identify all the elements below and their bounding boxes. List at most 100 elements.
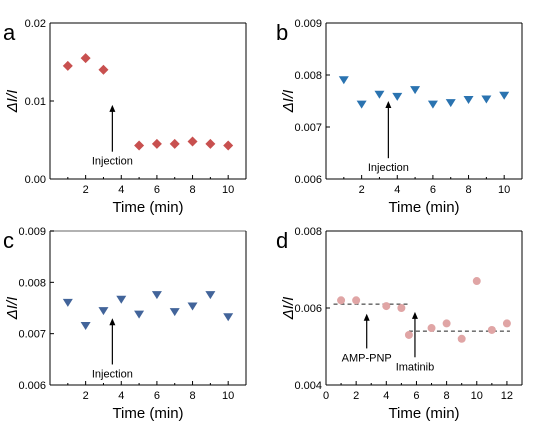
annotation-arrowhead <box>109 318 116 326</box>
x-tick-label: 10 <box>498 184 510 196</box>
x-tick-label: 8 <box>189 390 195 402</box>
data-point <box>169 308 180 317</box>
data-point <box>134 310 145 319</box>
y-axis-label: ΔI/I <box>4 297 21 321</box>
y-tick-label: 0.00 <box>25 174 46 186</box>
x-axis-label: Time (min) <box>112 405 183 422</box>
annotation-arrowhead <box>411 311 418 319</box>
x-axis-label: Time (min) <box>388 199 459 216</box>
x-tick-label: 10 <box>222 390 234 402</box>
data-point <box>98 307 109 316</box>
data-point <box>427 100 438 109</box>
data-point <box>223 313 234 322</box>
x-tick-label: 12 <box>501 390 513 402</box>
y-tick-label: 0.008 <box>18 277 46 289</box>
y-axis-label: ΔI/I <box>4 90 21 114</box>
data-point <box>442 319 451 328</box>
x-tick-label: 4 <box>383 390 389 402</box>
data-point <box>481 95 492 104</box>
annotation-label: Injection <box>92 368 133 380</box>
panel-d: d 0 2 4 6 8 10 12 0.004 0.006 0.008 Time (min) ΔI/I A… <box>276 226 523 422</box>
panel-b: b 2 4 6 8 10 0.006 0.007 0.008 0.009 Time (min) ΔI/… <box>276 18 523 216</box>
data-point <box>502 319 511 328</box>
panel-letter: b <box>276 20 288 45</box>
data-point <box>463 95 474 104</box>
y-tick-label: 0.006 <box>294 174 322 186</box>
x-tick-label: 2 <box>83 390 89 402</box>
panel-letter: d <box>276 228 288 253</box>
x-tick-label: 6 <box>413 390 419 402</box>
data-point <box>472 277 481 286</box>
data-point <box>134 140 145 151</box>
data-point <box>62 298 73 307</box>
annotation-arrowhead <box>109 104 116 112</box>
x-tick-label: 6 <box>430 184 436 196</box>
data-point <box>98 64 109 75</box>
annotation-arrowhead <box>385 101 392 108</box>
data-point <box>457 334 466 343</box>
x-tick-label: 4 <box>394 184 400 196</box>
x-tick-label: 8 <box>444 390 450 402</box>
data-point <box>445 99 456 108</box>
data-point <box>404 330 413 339</box>
data-point <box>169 138 180 149</box>
panel-letter: a <box>3 20 16 45</box>
data-point <box>410 86 421 95</box>
y-tick-label: 0.01 <box>25 96 46 108</box>
y-tick-label: 0.007 <box>18 329 46 341</box>
y-tick-label: 0.008 <box>294 70 322 82</box>
data-point <box>487 325 496 334</box>
data-point <box>80 53 91 64</box>
panel-c: c 2 4 6 8 10 0.006 0.007 0.008 0.009 Time (min) ΔI/… <box>3 226 247 422</box>
x-tick-label: 0 <box>323 390 329 402</box>
x-tick-label: 2 <box>359 184 365 196</box>
data-point <box>223 140 234 151</box>
x-tick-label: 4 <box>118 184 124 196</box>
data-point <box>151 138 162 149</box>
data-point <box>427 324 436 333</box>
annotation-label: AMP-PNP <box>342 352 392 364</box>
x-tick-label: 10 <box>222 184 234 196</box>
data-point <box>62 60 73 71</box>
y-tick-label: 0.02 <box>25 18 46 30</box>
data-point <box>205 291 216 300</box>
x-tick-label: 6 <box>154 184 160 196</box>
data-point <box>205 138 216 149</box>
y-tick-label: 0.004 <box>294 380 322 392</box>
annotation-label: Injection <box>368 162 409 174</box>
y-tick-label: 0.006 <box>294 303 322 315</box>
x-tick-label: 2 <box>83 184 89 196</box>
y-tick-label: 0.007 <box>294 122 322 134</box>
data-point <box>382 302 391 311</box>
data-point <box>187 136 198 147</box>
data-point <box>187 302 198 311</box>
x-axis-label: Time (min) <box>112 199 183 216</box>
x-axis-label: Time (min) <box>388 405 459 422</box>
y-tick-label: 0.009 <box>294 18 322 30</box>
y-tick-label: 0.009 <box>18 226 46 238</box>
data-point <box>337 296 346 305</box>
annotation-label: Injection <box>92 156 133 168</box>
x-tick-label: 6 <box>154 390 160 402</box>
data-point <box>352 296 361 305</box>
panel-a: a 2 4 6 8 10 0.00 0.01 0.02 Time (min) ΔI/I Injecti… <box>3 18 247 216</box>
x-tick-label: 2 <box>353 390 359 402</box>
panel-letter: c <box>3 228 14 253</box>
data-point <box>116 295 127 304</box>
y-tick-label: 0.006 <box>18 380 46 392</box>
annotation-label: Imatinib <box>396 361 435 373</box>
annotation-arrowhead <box>363 313 370 321</box>
data-point <box>499 91 510 100</box>
data-point <box>356 100 367 109</box>
y-axis-label: ΔI/I <box>280 297 297 321</box>
data-point <box>80 321 91 330</box>
x-tick-label: 4 <box>118 390 124 402</box>
x-tick-label: 10 <box>471 390 483 402</box>
data-point <box>397 304 406 312</box>
data-point <box>392 92 403 101</box>
y-axis-label: ΔI/I <box>280 90 297 114</box>
x-tick-label: 8 <box>465 184 471 196</box>
y-tick-label: 0.008 <box>294 226 322 238</box>
data-point <box>151 291 162 300</box>
